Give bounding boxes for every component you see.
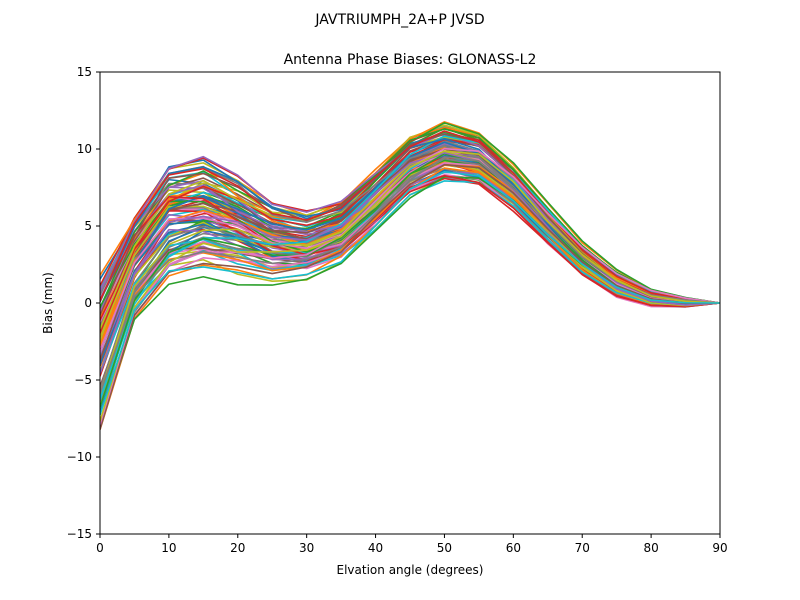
x-tick-label: 10 (161, 541, 176, 555)
y-tick-label: −5 (74, 373, 92, 387)
y-tick-label: 5 (84, 219, 92, 233)
x-tick-label: 30 (299, 541, 314, 555)
x-tick-label: 60 (506, 541, 521, 555)
series-line (100, 153, 720, 354)
series-line (100, 122, 720, 390)
y-axis-label: Bias (mm) (41, 272, 55, 334)
chart-title: Antenna Phase Biases: GLONASS-L2 (284, 52, 537, 68)
figure-suptitle: JAVTRIUMPH_2A+P JVSD (314, 12, 484, 28)
x-tick-label: 50 (437, 541, 452, 555)
series-line (100, 163, 720, 430)
series-line (100, 171, 720, 416)
x-axis-ticks: 0 10 20 30 40 50 60 70 80 90 (96, 534, 728, 555)
series-line (100, 180, 720, 374)
series-line (100, 159, 720, 336)
y-axis-ticks: −15 −10 −5 0 5 10 15 (67, 65, 100, 541)
x-axis-label: Elvation angle (degrees) (337, 563, 484, 577)
x-tick-label: 20 (230, 541, 245, 555)
x-tick-label: 40 (368, 541, 383, 555)
series-lines-group (100, 121, 720, 430)
y-tick-label: 0 (84, 296, 92, 310)
x-tick-label: 70 (575, 541, 590, 555)
x-tick-label: 90 (712, 541, 727, 555)
y-tick-label: −15 (67, 527, 92, 541)
series-line (100, 152, 720, 374)
y-tick-label: 15 (77, 65, 92, 79)
series-line (100, 174, 720, 308)
x-tick-label: 0 (96, 541, 104, 555)
x-tick-label: 80 (643, 541, 658, 555)
series-line (100, 150, 720, 422)
y-tick-label: 10 (77, 142, 92, 156)
y-tick-label: −10 (67, 450, 92, 464)
series-line (100, 130, 720, 304)
